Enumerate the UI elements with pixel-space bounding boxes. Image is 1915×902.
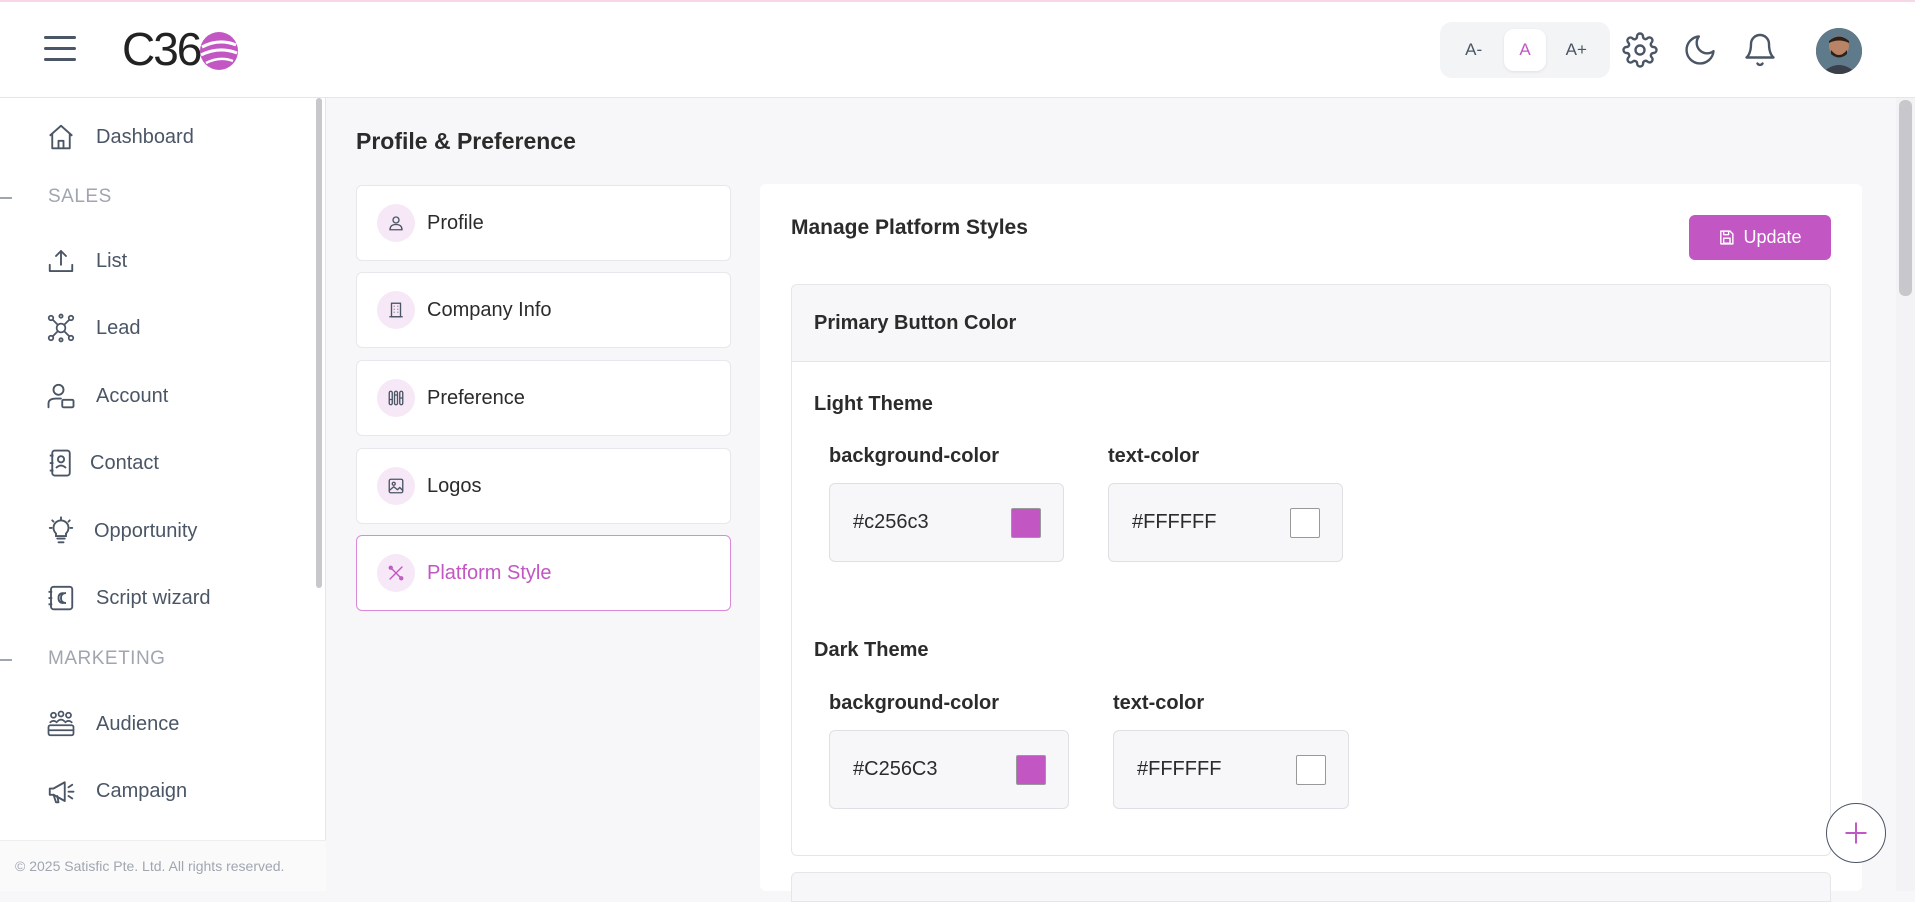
sidebar-item-opportunity[interactable]: Opportunity [46,511,197,551]
platform-styles-panel: Manage Platform Styles Update Primary Bu… [760,184,1862,902]
sidebar-item-label: Opportunity [94,519,198,542]
menu-item-label: Profile [427,211,484,234]
light-bg-color-input[interactable]: #c256c3 [829,483,1064,562]
upload-icon [48,250,74,272]
color-value: #c256c3 [853,511,929,533]
home-icon [49,124,73,150]
moon-icon[interactable] [1682,32,1718,68]
menu-item-logos[interactable]: Logos [356,448,731,524]
bell-icon[interactable] [1742,32,1778,68]
font-normal-button[interactable]: A [1503,29,1546,71]
sidebar-item-campaign[interactable]: Campaign [46,771,187,811]
panel-title: Manage Platform Styles [791,216,1028,239]
tools-icon [377,554,415,592]
top-accent-bar [0,0,1915,2]
sidebar-item-label: Campaign [96,779,188,802]
audience-icon [47,710,75,737]
font-size-switch: A- A A+ [1440,22,1610,78]
logo-text: C36 [122,23,202,75]
menu-item-label: Company Info [427,298,552,321]
sidebar-item-label: Script wizard [96,586,211,609]
dark-text-color-swatch[interactable] [1296,754,1326,785]
menu-item-label: Logos [427,474,482,497]
logo-globe-icon [200,32,239,70]
lightbulb-icon [48,516,74,544]
menu-item-label: Preference [427,386,525,409]
sidebar-item-audience[interactable]: Audience [46,704,179,744]
light-text-label: text-color [1108,445,1200,467]
settings-icon[interactable] [1622,32,1658,68]
section-label-marketing: MARKETING [48,648,166,669]
sidebar-item-contact[interactable]: Contact [46,443,159,483]
light-bg-color-swatch[interactable] [1011,507,1041,538]
section-title: Primary Button Color [792,285,1830,362]
sidebar-item-label: Dashboard [96,125,194,148]
light-theme-title: Light Theme [814,393,933,415]
contact-book-icon [49,449,71,477]
update-button-label: Update [1743,227,1802,247]
section-dash [0,197,12,199]
font-decrease-button[interactable]: A- [1465,40,1483,59]
color-value: #FFFFFF [1137,758,1222,780]
section-label-sales: SALES [48,186,112,207]
building-icon [377,291,415,329]
menu-item-platform-style[interactable]: Platform Style [356,535,731,611]
sidebar-scrollbar[interactable] [316,98,322,588]
menu-item-label: Platform Style [427,561,552,584]
next-section-box [791,872,1831,902]
user-card-icon [47,383,75,409]
primary-button-color-section: Primary Button Color Light Theme backgro… [791,284,1831,856]
network-icon [47,313,75,343]
menu-item-profile[interactable]: Profile [356,185,731,261]
sidebar-item-list[interactable]: List [46,241,127,281]
page-title: Profile & Preference [356,128,576,154]
script-icon [48,585,74,611]
plus-icon [1845,822,1867,844]
sliders-icon [377,379,415,417]
sidebar: Dashboard SALES List Lead Account Contac… [0,98,326,891]
avatar[interactable] [1816,28,1862,74]
section-dash [0,659,12,661]
page-scrollbar-track[interactable] [1896,98,1915,891]
color-value: #C256C3 [853,758,938,780]
app-logo[interactable]: C36 [122,23,240,75]
dark-bg-color-input[interactable]: #C256C3 [829,730,1069,809]
sidebar-item-label: List [96,249,128,272]
sidebar-item-script-wizard[interactable]: Script wizard [46,578,210,618]
sidebar-item-label: Audience [96,712,180,735]
dark-text-label: text-color [1113,692,1205,714]
font-increase-button[interactable]: A+ [1565,40,1587,59]
user-icon [377,204,415,242]
page-scrollbar-thumb[interactable] [1899,100,1912,296]
sidebar-item-dashboard[interactable]: Dashboard [46,117,194,157]
menu-icon[interactable] [44,36,76,62]
top-header: C36 A- A A+ [0,2,1915,98]
dark-bg-label: background-color [829,692,1000,714]
add-fab-button[interactable] [1826,803,1886,863]
menu-item-preference[interactable]: Preference [356,360,731,436]
light-text-color-input[interactable]: #FFFFFF [1108,483,1343,562]
sidebar-item-label: Contact [90,451,159,474]
dark-bg-color-swatch[interactable] [1016,754,1046,785]
sidebar-item-label: Account [96,384,169,407]
save-icon [1720,230,1735,245]
dark-text-color-input[interactable]: #FFFFFF [1113,730,1349,809]
update-button[interactable]: Update [1689,215,1831,260]
megaphone-icon [48,781,75,804]
image-icon [377,467,415,505]
light-bg-label: background-color [829,445,1000,467]
sidebar-item-label: Lead [96,316,141,339]
light-text-color-swatch[interactable] [1290,507,1320,538]
copyright-text: © 2025 Satisfic Pte. Ltd. All rights res… [0,840,326,891]
color-value: #FFFFFF [1132,511,1217,533]
avatar-photo-icon [1816,28,1862,74]
menu-item-company-info[interactable]: Company Info [356,272,731,348]
sidebar-item-lead[interactable]: Lead [46,308,141,348]
sidebar-item-account[interactable]: Account [46,376,168,416]
dark-theme-title: Dark Theme [814,639,929,661]
